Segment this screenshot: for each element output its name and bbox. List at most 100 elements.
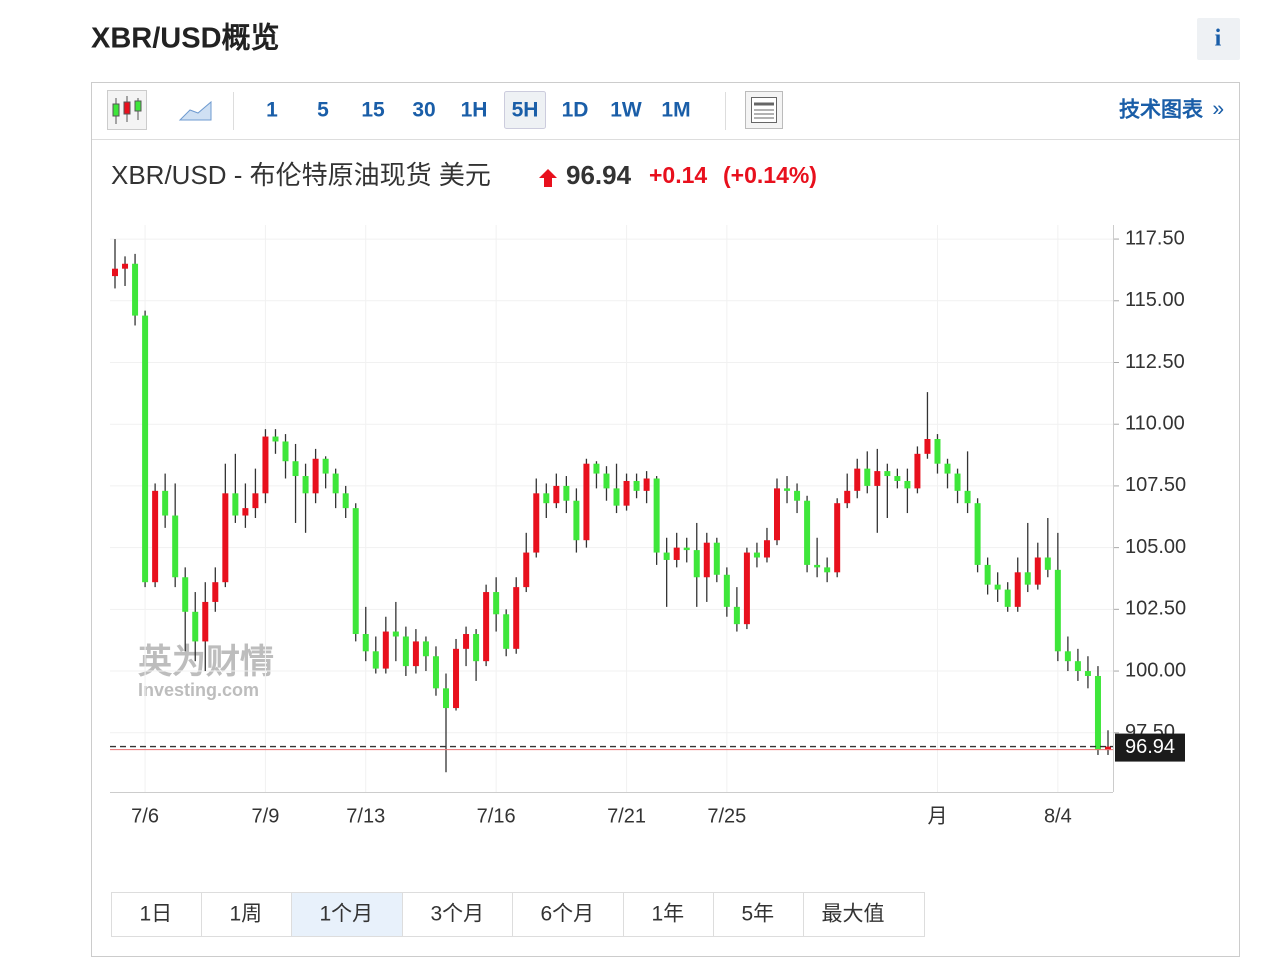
candle-body (914, 453, 921, 489)
candle-body (834, 503, 841, 573)
candle-body (844, 490, 851, 504)
candle-body (422, 641, 429, 657)
candle-body (723, 574, 730, 607)
x-tick-label: 8/4 (1044, 805, 1072, 827)
range-button[interactable] (291, 892, 403, 937)
interval-button[interactable]: 1D (562, 99, 589, 122)
interval-button[interactable]: 1M (661, 99, 690, 122)
interval-button[interactable]: 1H (461, 99, 488, 122)
candle-body (784, 488, 791, 491)
candle-body (543, 493, 550, 504)
candle-body (372, 651, 379, 669)
interval-button[interactable]: 1W (610, 99, 642, 122)
candle-body (463, 634, 470, 649)
candle-body (924, 439, 931, 454)
candle-body (192, 611, 199, 642)
range-button[interactable] (713, 892, 804, 937)
candle-body (974, 503, 981, 565)
candle-body (643, 478, 650, 491)
candle-body (934, 439, 941, 464)
x-tick-label: 月 (927, 805, 947, 827)
candle-body (583, 463, 590, 541)
candle-body (854, 468, 861, 491)
range-label[interactable]: 1日 (140, 903, 173, 926)
candle-body (212, 582, 219, 602)
interval-button[interactable]: 15 (361, 99, 385, 122)
candle-body (703, 542, 710, 578)
range-label[interactable]: 最大值 (822, 903, 885, 926)
candle-body (633, 480, 640, 491)
candle-body (282, 441, 289, 462)
candle-body (743, 552, 750, 625)
candle-body (342, 493, 349, 509)
area-icon[interactable] (178, 100, 212, 121)
candle-body (553, 485, 560, 504)
quote-name: XBR/USD - 布伦特原油现货 美元 (111, 160, 491, 190)
candle-body (453, 648, 460, 709)
interval-button[interactable]: 5 (317, 99, 329, 122)
candle-body (573, 500, 580, 541)
candle-body (904, 480, 911, 489)
range-label[interactable]: 5年 (742, 903, 775, 926)
candle-body (593, 463, 600, 474)
range-label[interactable]: 3个月 (431, 903, 485, 926)
candle-body (112, 268, 118, 277)
range-label[interactable]: 1年 (652, 903, 685, 926)
candle-body (884, 471, 891, 477)
range-button[interactable] (402, 892, 513, 937)
candle-body (483, 592, 490, 662)
candle-body (994, 584, 1001, 590)
interval-active[interactable] (504, 91, 546, 129)
candle-body (944, 463, 951, 474)
candle-body (1014, 572, 1021, 607)
tech-chart-link[interactable]: 技术图表 (1119, 99, 1204, 122)
candle-body (523, 552, 530, 588)
candle-body (202, 601, 209, 642)
candle-body (222, 493, 229, 583)
candle-body (443, 688, 449, 709)
interval-button[interactable]: 30 (412, 99, 435, 122)
quote-change: +0.14 (649, 162, 707, 188)
candle-body (332, 473, 339, 494)
candle-body (493, 592, 500, 615)
range-button[interactable] (512, 892, 624, 937)
range-label[interactable]: 1周 (230, 903, 263, 926)
candle-body (984, 564, 991, 585)
candle-body (563, 485, 570, 501)
range-label[interactable]: 6个月 (541, 903, 595, 926)
range-button[interactable] (201, 892, 292, 937)
x-tick-label: 7/13 (346, 805, 385, 827)
candle-body (1004, 589, 1011, 607)
range-button[interactable] (803, 892, 925, 937)
candle-body (392, 631, 399, 637)
candle-body (663, 552, 670, 560)
interval-button[interactable]: 5H (512, 99, 539, 122)
y-tick-label: 110.00 (1125, 412, 1185, 434)
candle-body (352, 508, 359, 635)
candle-body (774, 488, 780, 541)
y-tick-label: 107.50 (1125, 474, 1186, 496)
candle-body (653, 478, 660, 553)
candle-icon[interactable] (107, 90, 147, 130)
candle-body (362, 634, 369, 652)
candle-body (814, 564, 821, 568)
candle-body (713, 542, 720, 575)
candle-body (242, 508, 249, 516)
y-tick-label: 105.00 (1125, 536, 1186, 558)
x-tick-label: 7/9 (252, 805, 280, 827)
info-icon[interactable]: i (1215, 26, 1222, 52)
widget-frame (91, 82, 1240, 957)
range-label[interactable]: 1个月 (320, 903, 374, 926)
layout-icon[interactable] (745, 91, 783, 129)
candle-body (603, 473, 610, 489)
info-button[interactable] (1197, 18, 1240, 60)
candle-body (753, 552, 760, 558)
range-button[interactable] (623, 892, 714, 937)
x-tick-label: 7/16 (477, 805, 516, 827)
last-price-label: 96.94 (1125, 736, 1175, 758)
interval-button[interactable]: 1 (266, 99, 278, 122)
candle-body (733, 606, 740, 625)
link-arrow[interactable]: » (1212, 98, 1224, 121)
candle-body (1094, 675, 1101, 751)
